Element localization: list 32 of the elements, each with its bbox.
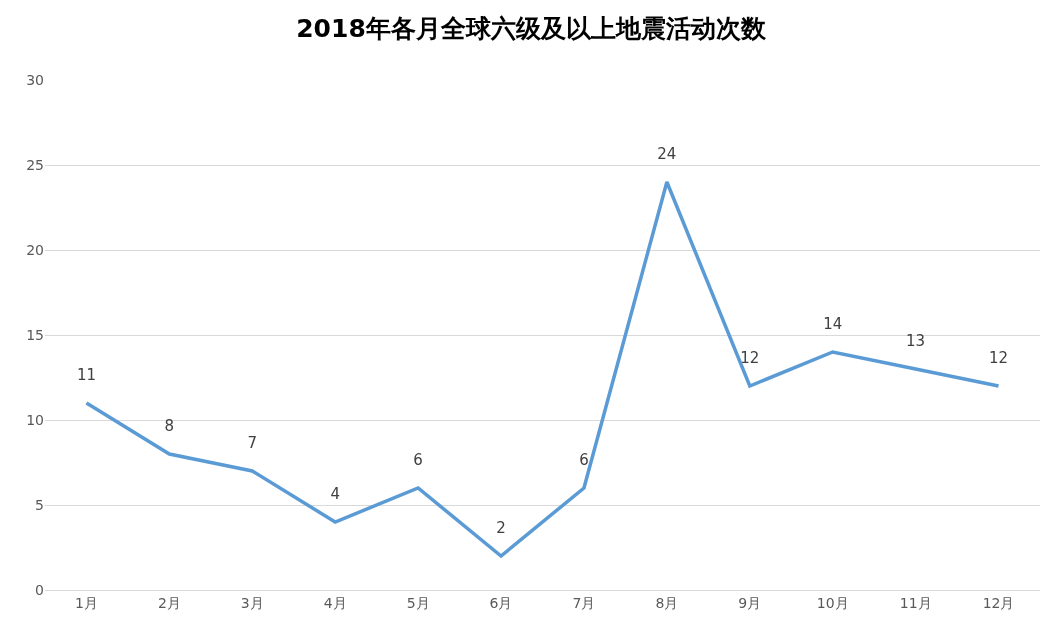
x-tick-label: 4月 <box>323 594 347 611</box>
data-label: 2 <box>496 518 506 537</box>
data-label: 6 <box>579 450 589 469</box>
y-tick-label: 5 <box>35 496 44 513</box>
x-tick-label: 5月 <box>406 594 430 611</box>
x-tick-label: 8月 <box>655 594 679 611</box>
data-label: 12 <box>988 348 1009 367</box>
data-label: 13 <box>906 331 926 350</box>
x-tick-label: 11月 <box>899 594 932 611</box>
y-tick-label: 25 <box>26 156 44 173</box>
y-tick-label: 30 <box>26 71 44 88</box>
data-label: 8 <box>164 416 175 435</box>
data-label: 24 <box>657 144 677 163</box>
x-tick-label: 1月 <box>75 594 98 611</box>
x-tick-label: 9月 <box>738 594 762 611</box>
data-label: 6 <box>413 450 423 469</box>
data-label: 11 <box>76 365 97 384</box>
chart-title: 2018年各月全球六级及以上地震活动次数 <box>296 14 767 44</box>
y-tick-label: 15 <box>26 326 44 343</box>
x-tick-label: 6月 <box>489 594 513 611</box>
data-label: 4 <box>330 484 340 503</box>
x-tick-label: 7月 <box>572 594 596 611</box>
y-tick-label: 20 <box>26 241 44 258</box>
data-label: 14 <box>823 314 843 333</box>
data-label: 12 <box>740 348 760 367</box>
data-label: 7 <box>247 433 258 452</box>
x-tick-label: 3月 <box>240 594 264 611</box>
y-tick-label: 10 <box>26 411 44 428</box>
x-tick-label: 2月 <box>157 594 181 611</box>
x-tick-label: 12月 <box>982 594 1015 611</box>
y-tick-label: 0 <box>35 581 44 598</box>
x-tick-label: 10月 <box>816 594 849 611</box>
